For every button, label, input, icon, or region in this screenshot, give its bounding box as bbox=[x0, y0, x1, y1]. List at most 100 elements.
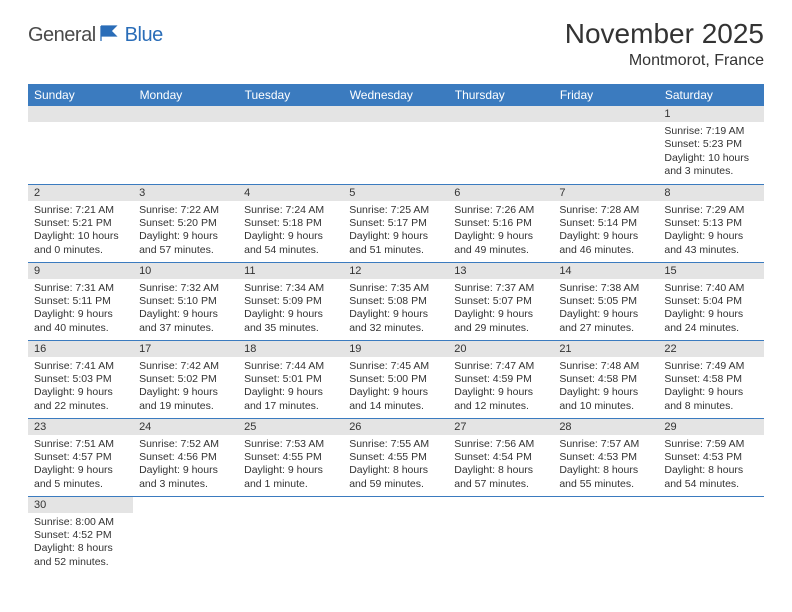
day-details: Sunrise: 7:56 AMSunset: 4:54 PMDaylight:… bbox=[448, 435, 553, 496]
day-details: Sunrise: 7:34 AMSunset: 5:09 PMDaylight:… bbox=[238, 279, 343, 340]
day-number: 8 bbox=[658, 185, 763, 201]
calendar-table: SundayMondayTuesdayWednesdayThursdayFrid… bbox=[28, 84, 764, 574]
calendar-head: SundayMondayTuesdayWednesdayThursdayFrid… bbox=[28, 84, 764, 106]
calendar-cell-empty bbox=[553, 106, 658, 184]
weekday-header: Thursday bbox=[448, 84, 553, 106]
calendar-cell: 3Sunrise: 7:22 AMSunset: 5:20 PMDaylight… bbox=[133, 184, 238, 262]
day-number-empty bbox=[448, 106, 553, 122]
calendar-row: 9Sunrise: 7:31 AMSunset: 5:11 PMDaylight… bbox=[28, 262, 764, 340]
day-details: Sunrise: 7:21 AMSunset: 5:21 PMDaylight:… bbox=[28, 201, 133, 262]
day-details: Sunrise: 7:31 AMSunset: 5:11 PMDaylight:… bbox=[28, 279, 133, 340]
calendar-cell: 12Sunrise: 7:35 AMSunset: 5:08 PMDayligh… bbox=[343, 262, 448, 340]
calendar-row: 23Sunrise: 7:51 AMSunset: 4:57 PMDayligh… bbox=[28, 418, 764, 496]
day-number: 4 bbox=[238, 185, 343, 201]
calendar-cell: 13Sunrise: 7:37 AMSunset: 5:07 PMDayligh… bbox=[448, 262, 553, 340]
day-number: 12 bbox=[343, 263, 448, 279]
day-details: Sunrise: 7:32 AMSunset: 5:10 PMDaylight:… bbox=[133, 279, 238, 340]
logo-text-general: General bbox=[28, 24, 96, 47]
day-number: 21 bbox=[553, 341, 658, 357]
weekday-header: Saturday bbox=[658, 84, 763, 106]
day-number: 3 bbox=[133, 185, 238, 201]
logo-text-blue: Blue bbox=[125, 24, 163, 47]
day-number: 11 bbox=[238, 263, 343, 279]
flag-icon bbox=[100, 24, 122, 47]
day-details: Sunrise: 7:19 AMSunset: 5:23 PMDaylight:… bbox=[658, 122, 763, 183]
day-number: 27 bbox=[448, 419, 553, 435]
day-number: 26 bbox=[343, 419, 448, 435]
calendar-cell: 22Sunrise: 7:49 AMSunset: 4:58 PMDayligh… bbox=[658, 340, 763, 418]
calendar-cell: 24Sunrise: 7:52 AMSunset: 4:56 PMDayligh… bbox=[133, 418, 238, 496]
calendar-cell: 16Sunrise: 7:41 AMSunset: 5:03 PMDayligh… bbox=[28, 340, 133, 418]
calendar-cell-empty bbox=[343, 106, 448, 184]
calendar-cell-empty bbox=[553, 496, 658, 574]
calendar-cell-empty bbox=[28, 106, 133, 184]
calendar-cell: 19Sunrise: 7:45 AMSunset: 5:00 PMDayligh… bbox=[343, 340, 448, 418]
calendar-cell-empty bbox=[343, 496, 448, 574]
weekday-header: Friday bbox=[553, 84, 658, 106]
calendar-cell: 29Sunrise: 7:59 AMSunset: 4:53 PMDayligh… bbox=[658, 418, 763, 496]
calendar-cell-empty bbox=[133, 496, 238, 574]
calendar-cell: 15Sunrise: 7:40 AMSunset: 5:04 PMDayligh… bbox=[658, 262, 763, 340]
day-number: 20 bbox=[448, 341, 553, 357]
day-number: 23 bbox=[28, 419, 133, 435]
day-number: 6 bbox=[448, 185, 553, 201]
calendar-cell: 27Sunrise: 7:56 AMSunset: 4:54 PMDayligh… bbox=[448, 418, 553, 496]
day-details: Sunrise: 7:52 AMSunset: 4:56 PMDaylight:… bbox=[133, 435, 238, 496]
calendar-cell: 4Sunrise: 7:24 AMSunset: 5:18 PMDaylight… bbox=[238, 184, 343, 262]
weekday-header: Wednesday bbox=[343, 84, 448, 106]
day-number-empty bbox=[28, 106, 133, 122]
day-details: Sunrise: 7:59 AMSunset: 4:53 PMDaylight:… bbox=[658, 435, 763, 496]
calendar-row: 16Sunrise: 7:41 AMSunset: 5:03 PMDayligh… bbox=[28, 340, 764, 418]
day-details: Sunrise: 7:41 AMSunset: 5:03 PMDaylight:… bbox=[28, 357, 133, 418]
day-number: 24 bbox=[133, 419, 238, 435]
day-details: Sunrise: 7:51 AMSunset: 4:57 PMDaylight:… bbox=[28, 435, 133, 496]
day-number: 29 bbox=[658, 419, 763, 435]
calendar-cell-empty bbox=[448, 496, 553, 574]
calendar-cell-empty bbox=[658, 496, 763, 574]
day-details: Sunrise: 7:42 AMSunset: 5:02 PMDaylight:… bbox=[133, 357, 238, 418]
day-number: 18 bbox=[238, 341, 343, 357]
day-details: Sunrise: 7:28 AMSunset: 5:14 PMDaylight:… bbox=[553, 201, 658, 262]
calendar-cell: 8Sunrise: 7:29 AMSunset: 5:13 PMDaylight… bbox=[658, 184, 763, 262]
calendar-row: 30Sunrise: 8:00 AMSunset: 4:52 PMDayligh… bbox=[28, 496, 764, 574]
day-number-empty bbox=[238, 106, 343, 122]
day-number-empty bbox=[343, 106, 448, 122]
calendar-cell: 23Sunrise: 7:51 AMSunset: 4:57 PMDayligh… bbox=[28, 418, 133, 496]
weekday-header: Tuesday bbox=[238, 84, 343, 106]
day-details: Sunrise: 7:45 AMSunset: 5:00 PMDaylight:… bbox=[343, 357, 448, 418]
day-details: Sunrise: 7:37 AMSunset: 5:07 PMDaylight:… bbox=[448, 279, 553, 340]
day-number: 9 bbox=[28, 263, 133, 279]
day-details: Sunrise: 7:26 AMSunset: 5:16 PMDaylight:… bbox=[448, 201, 553, 262]
calendar-row: 1Sunrise: 7:19 AMSunset: 5:23 PMDaylight… bbox=[28, 106, 764, 184]
day-number: 28 bbox=[553, 419, 658, 435]
day-details: Sunrise: 7:40 AMSunset: 5:04 PMDaylight:… bbox=[658, 279, 763, 340]
calendar-cell: 17Sunrise: 7:42 AMSunset: 5:02 PMDayligh… bbox=[133, 340, 238, 418]
calendar-cell: 5Sunrise: 7:25 AMSunset: 5:17 PMDaylight… bbox=[343, 184, 448, 262]
day-number: 5 bbox=[343, 185, 448, 201]
day-details: Sunrise: 7:38 AMSunset: 5:05 PMDaylight:… bbox=[553, 279, 658, 340]
day-number: 19 bbox=[343, 341, 448, 357]
day-number: 7 bbox=[553, 185, 658, 201]
calendar-cell: 25Sunrise: 7:53 AMSunset: 4:55 PMDayligh… bbox=[238, 418, 343, 496]
calendar-cell: 14Sunrise: 7:38 AMSunset: 5:05 PMDayligh… bbox=[553, 262, 658, 340]
day-details: Sunrise: 7:22 AMSunset: 5:20 PMDaylight:… bbox=[133, 201, 238, 262]
day-details: Sunrise: 7:57 AMSunset: 4:53 PMDaylight:… bbox=[553, 435, 658, 496]
logo: General Blue bbox=[28, 24, 163, 47]
calendar-cell: 21Sunrise: 7:48 AMSunset: 4:58 PMDayligh… bbox=[553, 340, 658, 418]
calendar-body: 1Sunrise: 7:19 AMSunset: 5:23 PMDaylight… bbox=[28, 106, 764, 574]
calendar-cell-empty bbox=[448, 106, 553, 184]
calendar-cell: 2Sunrise: 7:21 AMSunset: 5:21 PMDaylight… bbox=[28, 184, 133, 262]
day-details: Sunrise: 7:29 AMSunset: 5:13 PMDaylight:… bbox=[658, 201, 763, 262]
day-number: 16 bbox=[28, 341, 133, 357]
month-title: November 2025 bbox=[565, 18, 764, 50]
day-number-empty bbox=[133, 106, 238, 122]
day-details: Sunrise: 7:49 AMSunset: 4:58 PMDaylight:… bbox=[658, 357, 763, 418]
calendar-cell: 10Sunrise: 7:32 AMSunset: 5:10 PMDayligh… bbox=[133, 262, 238, 340]
day-details: Sunrise: 7:53 AMSunset: 4:55 PMDaylight:… bbox=[238, 435, 343, 496]
day-number: 14 bbox=[553, 263, 658, 279]
day-number: 2 bbox=[28, 185, 133, 201]
calendar-cell: 20Sunrise: 7:47 AMSunset: 4:59 PMDayligh… bbox=[448, 340, 553, 418]
calendar-cell: 7Sunrise: 7:28 AMSunset: 5:14 PMDaylight… bbox=[553, 184, 658, 262]
day-number: 1 bbox=[658, 106, 763, 122]
day-details: Sunrise: 7:55 AMSunset: 4:55 PMDaylight:… bbox=[343, 435, 448, 496]
